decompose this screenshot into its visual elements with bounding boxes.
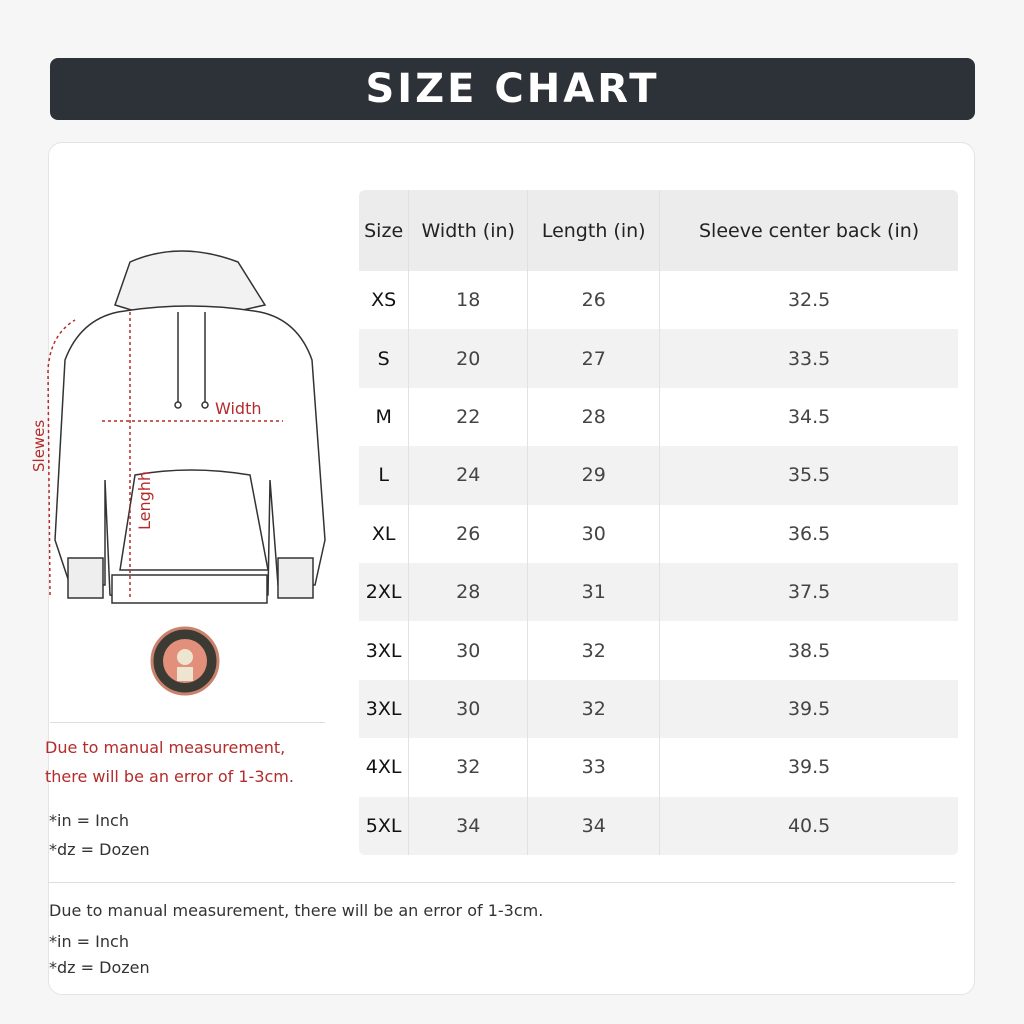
cell-width: 34 — [408, 796, 529, 855]
sleeve-arrow — [47, 319, 76, 596]
cell-size: XS — [359, 271, 410, 330]
cell-sleeve: 39.5 — [787, 756, 831, 779]
warning-line-2: there will be an error of 1-3cm. — [45, 767, 294, 786]
cell-width: 28 — [408, 562, 529, 622]
table-row: L 24 29 35.5 — [359, 446, 958, 505]
cell-width: 22 — [408, 387, 529, 447]
divider — [50, 722, 325, 723]
cell-size: 3XL — [359, 621, 410, 680]
cell-width: 20 — [408, 329, 529, 388]
warning-line-1: Due to manual measurement, — [45, 738, 286, 757]
cell-size: 3XL — [359, 679, 410, 739]
width-label: Width — [215, 399, 261, 418]
note-inch: *in = Inch — [49, 811, 129, 830]
table-row: XL 26 30 36.5 — [359, 504, 958, 563]
cell-length: 26 — [527, 271, 661, 330]
cell-size: L — [359, 446, 410, 505]
cell-length: 32 — [527, 679, 661, 739]
table-row: 4XL 32 33 39.5 — [359, 738, 958, 797]
size-table: Size Width (in) Length (in) Sleeve cente… — [359, 190, 958, 855]
cell-length: 32 — [527, 621, 661, 680]
cell-sleeve: 36.5 — [787, 522, 831, 545]
table-header-row: Size Width (in) Length (in) Sleeve cente… — [359, 190, 958, 271]
cell-width: 24 — [408, 446, 529, 505]
cell-length: 34 — [527, 796, 661, 855]
moms-club-logo — [150, 626, 220, 696]
cell-length: 28 — [527, 387, 661, 447]
table-row: 3XL 30 32 39.5 — [359, 679, 958, 739]
cell-sleeve: 40.5 — [659, 796, 958, 855]
cell-sleeve: 35.5 — [659, 446, 958, 505]
cell-length: 31 — [527, 562, 661, 622]
divider — [48, 882, 955, 883]
length-label: Lenghh — [135, 471, 154, 530]
header-width: Width (in) — [408, 190, 529, 271]
cell-sleeve: 38.5 — [787, 639, 831, 662]
header-sleeve: Sleeve center back (in) — [659, 190, 958, 271]
cell-sleeve: 32.5 — [787, 289, 831, 312]
page-title: SIZE CHART — [50, 58, 975, 120]
cell-sleeve: 34.5 — [787, 405, 831, 428]
footer-dozen: *dz = Dozen — [49, 958, 150, 977]
cell-size: 2XL — [359, 562, 410, 622]
cell-sleeve: 37.5 — [659, 562, 958, 622]
cell-width: 30 — [408, 679, 529, 739]
cell-length: 30 — [527, 504, 661, 563]
cell-size: 4XL — [359, 738, 410, 797]
hoodie-diagram: Width Lenghh Slewes — [30, 250, 326, 604]
table-row: S 20 27 33.5 — [359, 329, 958, 388]
footer-inch: *in = Inch — [49, 932, 129, 951]
table-row: 2XL 28 31 37.5 — [359, 562, 958, 622]
cell-sleeve: 39.5 — [659, 679, 958, 739]
cell-size: S — [359, 329, 410, 388]
cell-width: 32 — [408, 738, 529, 797]
cell-length: 27 — [527, 329, 661, 388]
cell-width: 26 — [408, 504, 529, 563]
cell-size: 5XL — [359, 796, 410, 855]
cell-size: M — [359, 387, 410, 447]
cell-length: 33 — [527, 738, 661, 797]
header-size: Size — [359, 190, 410, 271]
table-row: M 22 28 34.5 — [359, 387, 958, 447]
table-row: 5XL 34 34 40.5 — [359, 796, 958, 855]
header-length: Length (in) — [527, 190, 661, 271]
table-row: 3XL 30 32 38.5 — [359, 621, 958, 680]
cell-width: 18 — [408, 271, 529, 330]
cell-sleeve: 33.5 — [659, 329, 958, 388]
cell-length: 29 — [527, 446, 661, 505]
cell-size: XL — [359, 504, 410, 563]
cell-width: 30 — [408, 621, 529, 680]
sleeve-label: Slewes — [30, 420, 48, 472]
footer-warning: Due to manual measurement, there will be… — [49, 901, 544, 920]
note-dozen: *dz = Dozen — [49, 840, 150, 859]
table-row: XS 18 26 32.5 — [359, 271, 958, 330]
